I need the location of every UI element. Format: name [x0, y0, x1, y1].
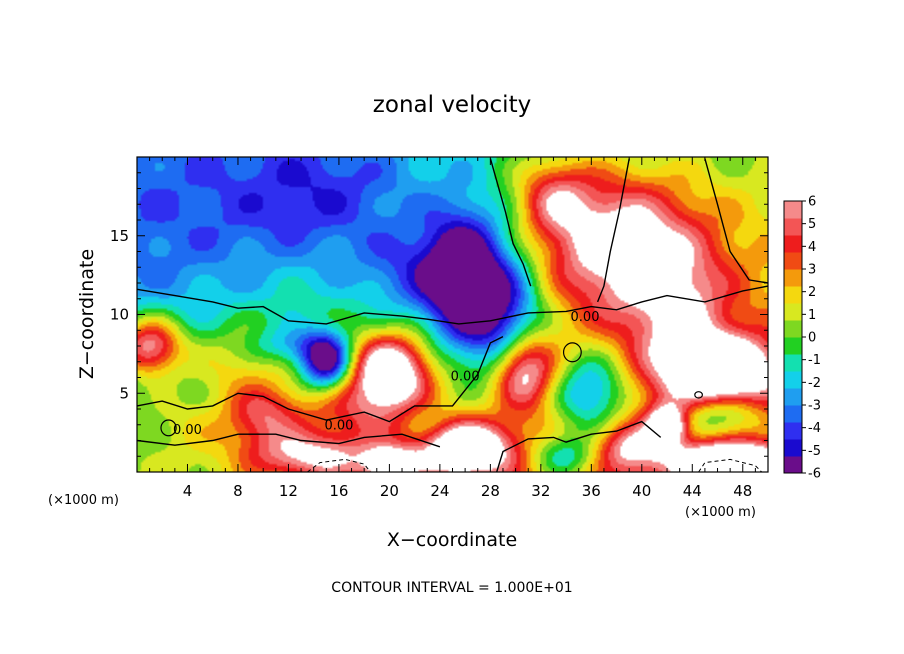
footer-contour-interval: CONTOUR INTERVAL = 1.000E+01: [331, 580, 572, 596]
y-tick-label: 5: [119, 384, 129, 402]
colorbar-swatch: [784, 422, 802, 440]
colorbar-tick-label: -5: [808, 444, 821, 459]
colorbar-swatch: [784, 252, 802, 270]
colorbar-swatch: [784, 388, 802, 406]
x-tick-label: 16: [329, 482, 348, 500]
colorbar-tick-label: 2: [808, 285, 816, 300]
x-unit-right: (×1000 m): [685, 505, 756, 520]
closed-contour-2: [160, 419, 177, 437]
x-tick-label: 8: [233, 482, 243, 500]
zero-contour-5: [489, 158, 532, 287]
colorbar-tick-label: -4: [808, 421, 821, 436]
plot-area: 0.00 0.000.000.00 4 8 12 16 20 24 28 32 36 40 44 48 …: [110, 156, 769, 500]
closed-contour-1: [694, 391, 703, 399]
colorbar-swatch: [784, 337, 802, 355]
x-tick-label: 36: [582, 482, 601, 500]
closed-contour-0: [562, 342, 582, 363]
dashed-contour-0: [307, 458, 371, 473]
dashed-contour-1: [698, 458, 763, 473]
colorbar: 6 5 4 3 2 1 0 -1 -2 -3 -4 -5 -6: [783, 195, 821, 482]
x-tick-label: 48: [733, 482, 752, 500]
colorbar-tick-label: -2: [808, 376, 821, 391]
x-tick-label: 24: [430, 482, 449, 500]
colorbar-tick-label: 0: [808, 331, 816, 346]
colorbar-swatch: [784, 235, 802, 253]
contour-labels: 0.00 0.00 0.00 0.00: [173, 310, 599, 438]
contour-label-3: 0.00: [571, 310, 600, 325]
zero-contour-4: [596, 158, 630, 303]
colorbar-swatch: [784, 371, 802, 389]
colorbar-swatch: [784, 218, 802, 236]
y-tick-label: 15: [110, 227, 129, 245]
x-unit-left: (×1000 m): [48, 493, 119, 508]
x-axis-ticks: 4 8 12 16 20 24 28 32 36 40 44 48: [149, 157, 756, 500]
contour-label-1: 0.00: [324, 418, 353, 433]
colorbar-swatch: [784, 286, 802, 304]
y-axis-ticks: 5 10 15: [110, 172, 768, 457]
x-tick-label: 32: [531, 482, 550, 500]
chart-title: zonal velocity: [373, 92, 531, 118]
x-tick-label: 28: [481, 482, 500, 500]
zero-contour-3: [496, 420, 662, 473]
colorbar-swatch: [784, 320, 802, 338]
x-tick-label: 40: [632, 482, 651, 500]
colorbar-tick-label: 6: [808, 195, 816, 210]
colorbar-tick-label: 3: [808, 263, 816, 278]
zero-contour-0: [136, 285, 769, 325]
x-axis-label: X−coordinate: [387, 529, 517, 551]
x-tick-label: 12: [279, 482, 298, 500]
contour-label-0: 0.00: [173, 423, 202, 438]
colorbar-tick-label: -1: [808, 353, 821, 368]
zero-contour-6: [704, 158, 769, 284]
colorbar-swatch: [784, 439, 802, 457]
contour-lines: [136, 158, 769, 473]
colorbar-tick-label: -6: [808, 467, 821, 482]
x-tick-label: 20: [380, 482, 399, 500]
heatmap-field: [137, 157, 768, 472]
colorbar-swatch: [784, 456, 802, 474]
colorbar-tick-label: 1: [808, 308, 816, 323]
colorbar-swatch: [784, 201, 802, 219]
colorbar-swatch: [784, 303, 802, 321]
y-axis-label: Z−coordinate: [76, 249, 98, 379]
zero-contour-1: [136, 335, 504, 423]
colorbar-tick-label: 4: [808, 240, 816, 255]
x-tick-label: 44: [683, 482, 702, 500]
x-tick-label: 4: [183, 482, 193, 500]
colorbar-swatch: [784, 405, 802, 423]
colorbar-tick-label: -3: [808, 399, 821, 414]
zero-contour-2: [136, 433, 441, 448]
colorbar-tick-label: 5: [808, 217, 816, 232]
y-tick-label: 10: [110, 306, 129, 324]
colorbar-swatch: [784, 354, 802, 372]
contour-label-2: 0.00: [451, 370, 480, 385]
colorbar-swatch: [784, 269, 802, 287]
